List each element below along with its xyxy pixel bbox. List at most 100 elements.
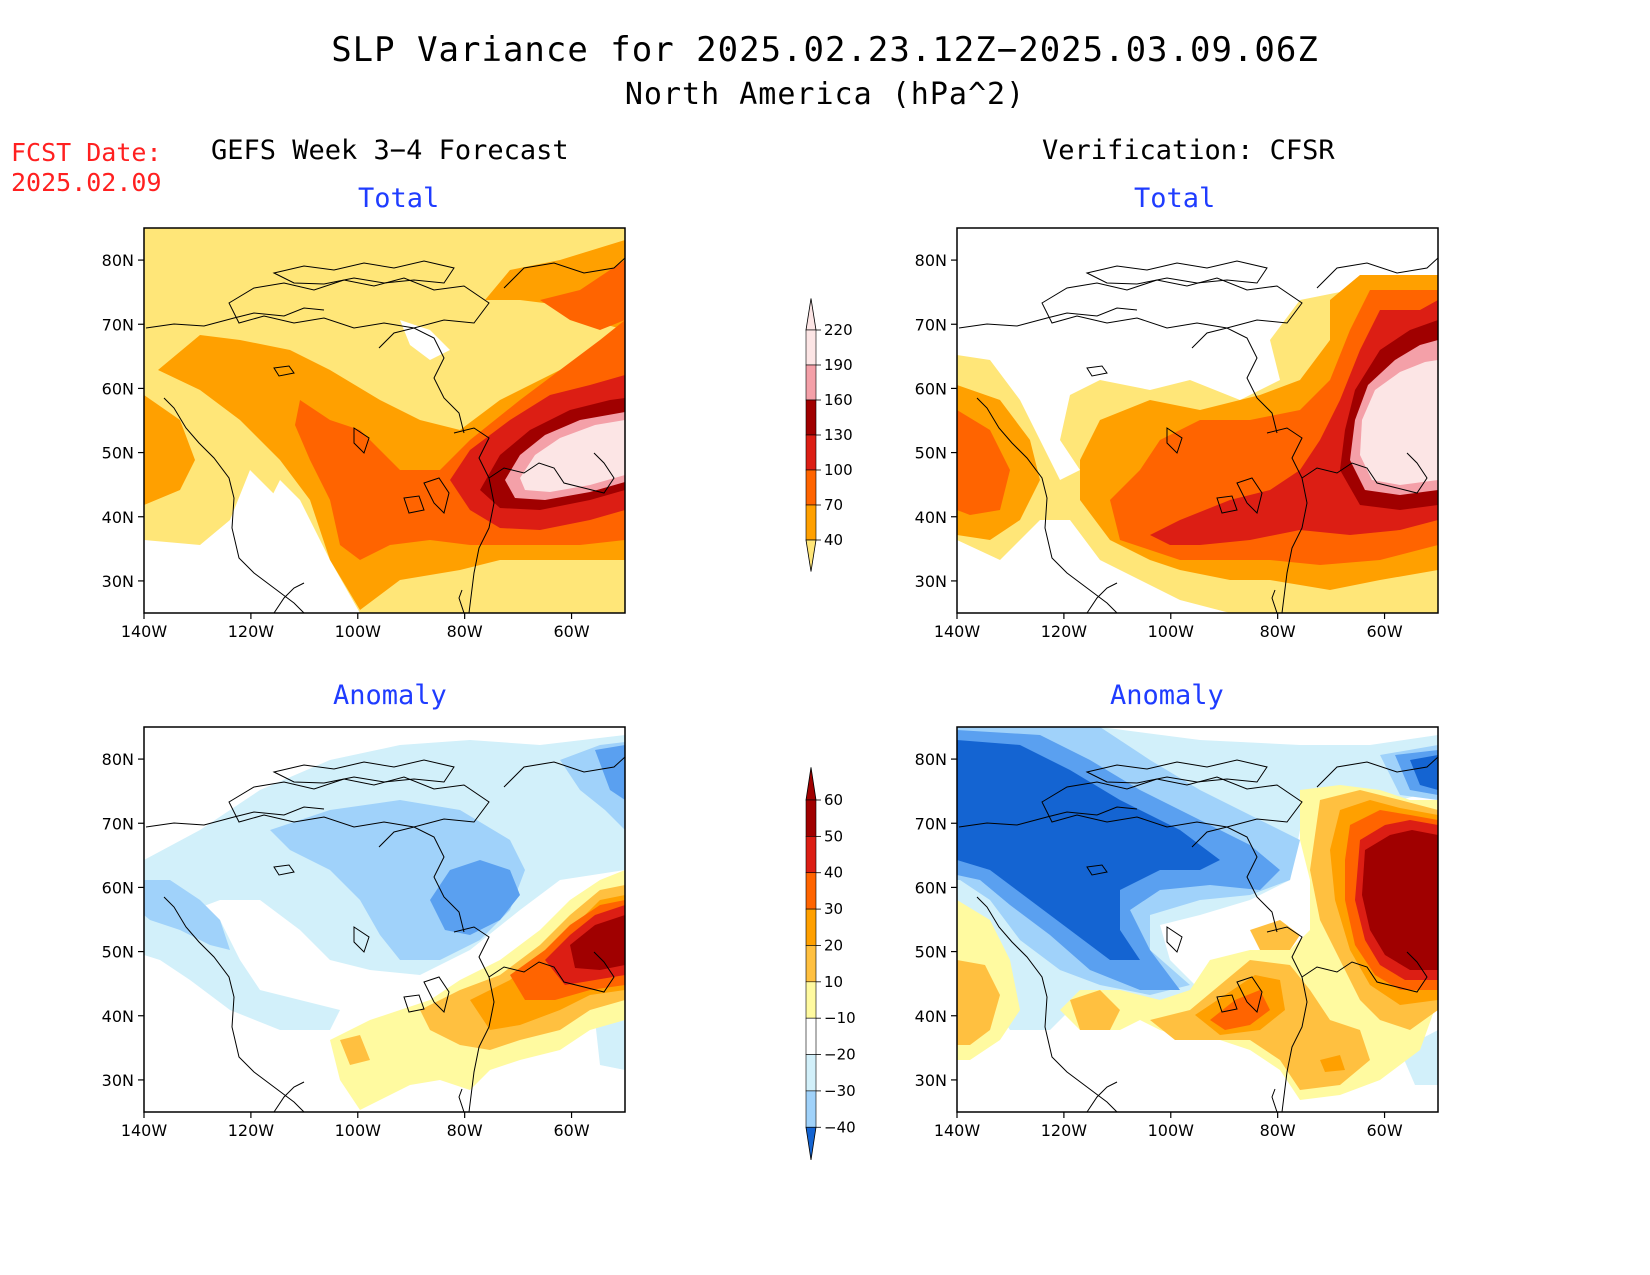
- map-panel-verification-anomaly: [957, 727, 1438, 1112]
- lon-tick-label: 120W: [1041, 622, 1088, 641]
- lat-tick-label: 30N: [102, 1071, 134, 1090]
- coastline: [1316, 756, 1438, 788]
- lon-tick-label: 60W: [553, 622, 589, 641]
- coastline: [423, 477, 450, 514]
- coastline: [228, 277, 490, 329]
- map-axes-bottom-left: 80N 70N 60N 50N 40N 30N 140W 120W 100W 80W 60W: [102, 750, 590, 1140]
- coastline: [1086, 582, 1118, 613]
- lat-tick-label: 70N: [102, 315, 134, 334]
- coastline: [163, 397, 305, 613]
- lat-tick-label: 40N: [102, 508, 134, 527]
- lon-tick-label: 140W: [121, 1121, 168, 1140]
- colorbar-box: [805, 364, 817, 401]
- lon-tick-label: 80W: [1260, 1121, 1296, 1140]
- lon-tick-label: 100W: [1148, 622, 1195, 641]
- coastline: [1301, 951, 1428, 993]
- coastline: [976, 397, 1118, 613]
- colorbar-top-triangle: [805, 298, 817, 331]
- coastline: [272, 260, 455, 285]
- coastline: [1301, 452, 1428, 494]
- colorbar-box: [805, 1054, 817, 1092]
- coastline: [403, 994, 425, 1013]
- map-axes-top-right: 80N 70N 60N 50N 40N 30N 140W 120W 100W 80W 60W: [915, 251, 1403, 641]
- lat-tick-label: 40N: [915, 1007, 947, 1026]
- colorbar-label: 60: [824, 791, 843, 809]
- coastline: [958, 806, 1138, 828]
- coastline: [1266, 926, 1308, 1112]
- lon-tick-label: 60W: [1366, 622, 1402, 641]
- coastline: [145, 806, 325, 828]
- colorbar-box: [805, 1017, 817, 1055]
- coastline: [163, 896, 305, 1112]
- lat-tick-label: 60N: [102, 878, 134, 897]
- coastline: [453, 427, 495, 613]
- lat-tick-label: 80N: [915, 750, 947, 769]
- right-column-heading: Verification: CFSR: [1042, 135, 1335, 166]
- map-panel-forecast-total: [144, 228, 625, 613]
- coastline: [1166, 427, 1183, 454]
- lon-tick-label: 80W: [447, 1121, 483, 1140]
- colorbar-box: [805, 1090, 817, 1128]
- lon-tick-label: 140W: [934, 622, 981, 641]
- colorbar-label: 70: [824, 496, 843, 514]
- lat-tick-label: 60N: [102, 379, 134, 398]
- coastline: [1316, 257, 1438, 289]
- lon-tick-label: 100W: [335, 1121, 382, 1140]
- coastline: [272, 759, 455, 784]
- coastline: [1041, 277, 1303, 329]
- lat-tick-label: 60N: [915, 878, 947, 897]
- coastline: [1191, 826, 1278, 933]
- colorbar-box: [805, 908, 817, 946]
- coastline: [353, 427, 370, 454]
- lat-tick-label: 80N: [915, 251, 947, 270]
- map-frame-bottom-left: [143, 726, 626, 1113]
- colorbar-box: [805, 329, 817, 366]
- colorbar-label: 220: [824, 321, 853, 339]
- coastline: [273, 582, 305, 613]
- map-panel-forecast-anomaly: [144, 727, 625, 1112]
- colorbar-box: [805, 504, 817, 541]
- lon-tick-label: 100W: [1148, 1121, 1195, 1140]
- map-frame-bottom-right: [956, 726, 1439, 1113]
- colorbar-label: 40: [824, 531, 843, 549]
- colorbar-label: 40: [824, 864, 843, 882]
- panel-title-top-right: Total: [1134, 183, 1216, 214]
- lat-tick-label: 70N: [915, 315, 947, 334]
- coastline: [1086, 365, 1108, 377]
- colorbar-box: [805, 981, 817, 1019]
- map-axes-top-left: 80N 70N 60N 50N 40N 30N 140W 120W 100W 80W 60W: [102, 251, 590, 641]
- coastline: [273, 365, 295, 377]
- colorbar-box: [805, 872, 817, 910]
- coastline: [1216, 994, 1238, 1013]
- lon-tick-label: 60W: [553, 1121, 589, 1140]
- coastlines-top-right: [958, 257, 1438, 613]
- colorbar-label: −20: [824, 1046, 856, 1064]
- colorbar-box: [805, 799, 817, 837]
- lat-tick-label: 70N: [102, 814, 134, 833]
- chart-title: SLP Variance for 2025.02.23.12Z−2025.03.…: [331, 30, 1319, 70]
- lon-tick-label: 120W: [1041, 1121, 1088, 1140]
- coastline: [353, 926, 370, 953]
- colorbar-box: [805, 469, 817, 506]
- lat-tick-label: 50N: [915, 943, 947, 962]
- coastline: [1191, 327, 1278, 434]
- panel-title-bottom-left: Anomaly: [333, 680, 447, 711]
- coastlines-bottom-right: [958, 756, 1438, 1112]
- colorbar-label: 20: [824, 936, 843, 954]
- coastline: [145, 307, 325, 329]
- fcst-date: FCST Date: 2025.02.09: [11, 138, 162, 198]
- coastline: [1166, 926, 1183, 953]
- colorbar-bottom-triangle: [805, 539, 817, 572]
- colorbar-label: 100: [824, 461, 853, 479]
- coastline: [1266, 427, 1308, 613]
- coastline: [1236, 976, 1263, 1013]
- coastline: [458, 1088, 465, 1112]
- lon-tick-label: 140W: [934, 1121, 981, 1140]
- colorbar-label: 50: [824, 827, 843, 845]
- coastline: [1236, 477, 1263, 514]
- coastline: [503, 756, 625, 788]
- lon-tick-label: 100W: [335, 622, 382, 641]
- coastline: [488, 951, 615, 993]
- panel-title-bottom-right: Anomaly: [1110, 680, 1224, 711]
